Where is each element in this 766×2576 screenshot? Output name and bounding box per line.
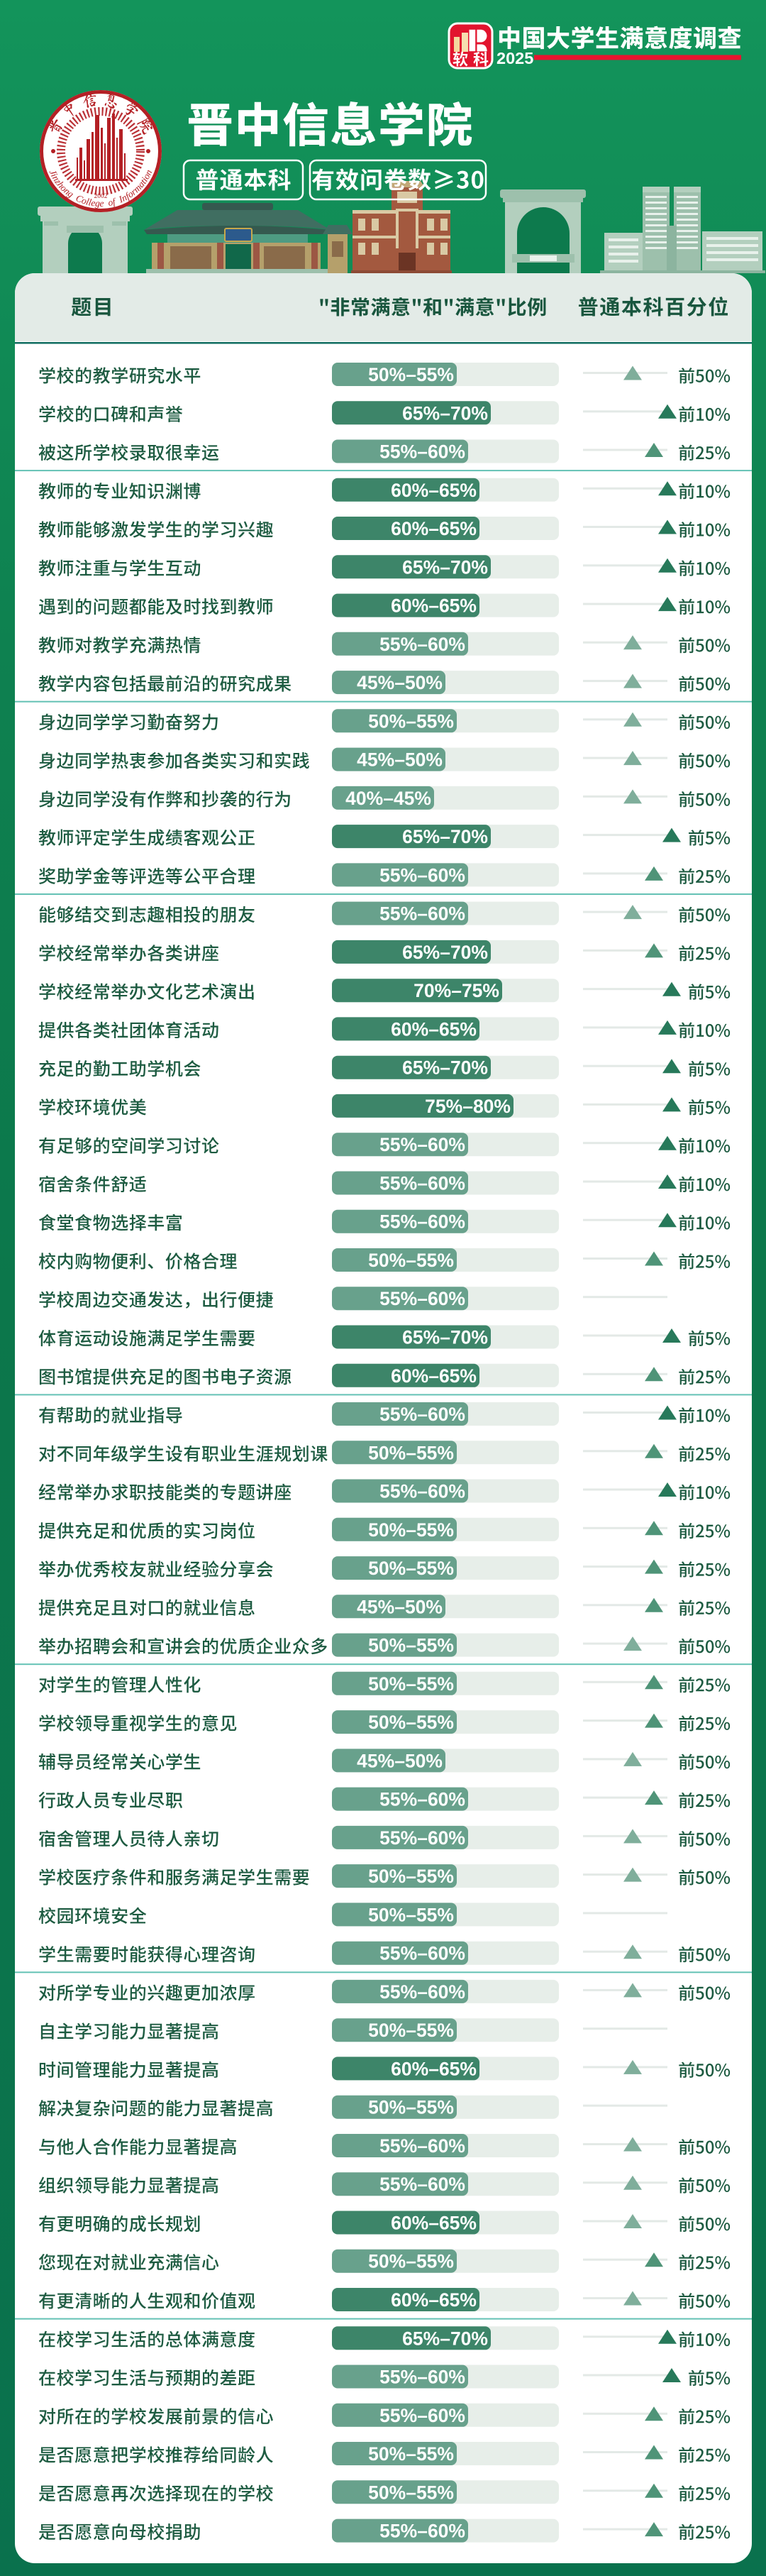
svg-text:60%–65%: 60%–65% bbox=[391, 595, 477, 617]
svg-text:45%–50%: 45%–50% bbox=[357, 672, 443, 693]
svg-text:60%–65%: 60%–65% bbox=[391, 2058, 477, 2079]
svg-text:55%–60%: 55%–60% bbox=[379, 1481, 465, 1502]
svg-text:55%–60%: 55%–60% bbox=[379, 1789, 465, 1810]
svg-text:50%–55%: 50%–55% bbox=[368, 1442, 454, 1463]
svg-text:55%–60%: 55%–60% bbox=[379, 441, 465, 463]
svg-text:55%–60%: 55%–60% bbox=[379, 2405, 465, 2426]
svg-text:55%–60%: 55%–60% bbox=[379, 634, 465, 655]
svg-text:60%–65%: 60%–65% bbox=[391, 2289, 477, 2311]
svg-text:50%–55%: 50%–55% bbox=[368, 1904, 454, 1925]
svg-text:65%–70%: 65%–70% bbox=[402, 1327, 488, 1348]
svg-text:55%–60%: 55%–60% bbox=[379, 1943, 465, 1964]
svg-text:55%–60%: 55%–60% bbox=[379, 2135, 465, 2157]
svg-text:50%–55%: 50%–55% bbox=[368, 1519, 454, 1541]
svg-text:40%–45%: 40%–45% bbox=[345, 788, 431, 809]
svg-text:55%–60%: 55%–60% bbox=[379, 1981, 465, 2003]
svg-text:60%–65%: 60%–65% bbox=[391, 2213, 477, 2234]
svg-text:55%–60%: 55%–60% bbox=[379, 1134, 465, 1155]
svg-text:50%–55%: 50%–55% bbox=[368, 364, 454, 385]
svg-text:50%–55%: 50%–55% bbox=[368, 2443, 454, 2465]
svg-text:60%–65%: 60%–65% bbox=[391, 518, 477, 539]
svg-text:50%–55%: 50%–55% bbox=[368, 1635, 454, 1656]
svg-text:45%–50%: 45%–50% bbox=[357, 1750, 443, 1771]
svg-text:60%–65%: 60%–65% bbox=[391, 1365, 477, 1387]
svg-text:55%–60%: 55%–60% bbox=[379, 864, 465, 886]
svg-text:50%–55%: 50%–55% bbox=[368, 1712, 454, 1733]
svg-text:50%–55%: 50%–55% bbox=[368, 1673, 454, 1695]
svg-text:50%–55%: 50%–55% bbox=[368, 2097, 454, 2118]
svg-text:65%–70%: 65%–70% bbox=[402, 2328, 488, 2349]
svg-text:60%–65%: 60%–65% bbox=[391, 1018, 477, 1040]
svg-text:65%–70%: 65%–70% bbox=[402, 402, 488, 424]
svg-text:55%–60%: 55%–60% bbox=[379, 1211, 465, 1233]
svg-text:45%–50%: 45%–50% bbox=[357, 749, 443, 771]
svg-text:50%–55%: 50%–55% bbox=[368, 2020, 454, 2041]
svg-text:50%–55%: 50%–55% bbox=[368, 2482, 454, 2503]
svg-text:50%–55%: 50%–55% bbox=[368, 1866, 454, 1887]
svg-text:55%–60%: 55%–60% bbox=[379, 1173, 465, 1194]
svg-text:65%–70%: 65%–70% bbox=[402, 942, 488, 963]
svg-text:2025: 2025 bbox=[496, 49, 533, 67]
svg-text:55%–60%: 55%–60% bbox=[379, 2521, 465, 2542]
svg-text:65%–70%: 65%–70% bbox=[402, 556, 488, 578]
svg-text:50%–55%: 50%–55% bbox=[368, 1250, 454, 1271]
svg-text:55%–60%: 55%–60% bbox=[379, 2174, 465, 2195]
svg-text:55%–60%: 55%–60% bbox=[379, 2367, 465, 2388]
svg-text:70%–75%: 70%–75% bbox=[413, 980, 499, 1001]
svg-text:50%–55%: 50%–55% bbox=[368, 710, 454, 732]
svg-text:55%–60%: 55%–60% bbox=[379, 1288, 465, 1309]
svg-text:65%–70%: 65%–70% bbox=[402, 1057, 488, 1079]
svg-text:2002: 2002 bbox=[94, 193, 108, 200]
svg-text:60%–65%: 60%–65% bbox=[391, 480, 477, 501]
svg-text:55%–60%: 55%–60% bbox=[379, 1404, 465, 1425]
svg-text:65%–70%: 65%–70% bbox=[402, 826, 488, 847]
svg-text:75%–80%: 75%–80% bbox=[425, 1096, 511, 1117]
svg-text:50%–55%: 50%–55% bbox=[368, 2251, 454, 2272]
svg-text:45%–50%: 45%–50% bbox=[357, 1596, 443, 1617]
svg-text:55%–60%: 55%–60% bbox=[379, 1827, 465, 1849]
svg-text:55%–60%: 55%–60% bbox=[379, 903, 465, 925]
svg-text:50%–55%: 50%–55% bbox=[368, 1558, 454, 1579]
